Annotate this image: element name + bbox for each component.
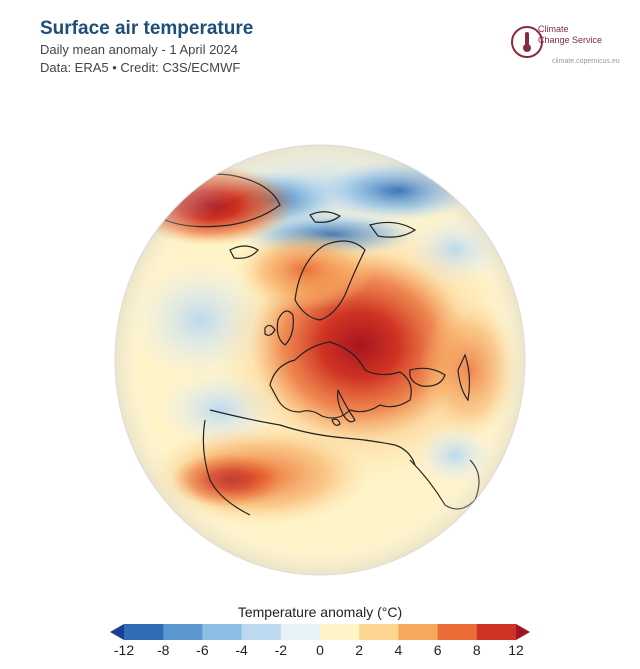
logo-text: Climate Change Service — [538, 24, 602, 46]
colorbar-segment — [476, 624, 517, 640]
colorbar-tick-label: -8 — [156, 642, 170, 658]
logo-line1: Climate — [538, 24, 569, 34]
colorbar-tick-label: 2 — [355, 642, 364, 658]
globe-svg — [114, 144, 526, 576]
colorbar-segment — [437, 624, 478, 640]
logo-line2: Change Service — [538, 35, 603, 45]
colorbar-tick-label: 0 — [316, 642, 324, 658]
globe-map — [110, 120, 530, 580]
colorbar-tick-label: -4 — [235, 642, 248, 658]
colorbar-segment — [359, 624, 399, 640]
logo-url: climate.copernicus.eu — [552, 58, 620, 65]
colorbar-arrow-high — [516, 624, 530, 640]
data-credit: Data: ERA5 • Credit: C3S/ECMWF — [40, 60, 241, 75]
colorbar — [110, 624, 530, 640]
map-title: Surface air temperature — [40, 18, 254, 39]
colorbar-segment — [320, 624, 360, 640]
map-subtitle: Daily mean anomaly - 1 April 2024 — [40, 42, 238, 57]
colorbar-tick-label: 8 — [472, 642, 481, 658]
legend-title: Temperature anomaly (°C) — [237, 604, 403, 620]
colorbar-segment — [398, 624, 439, 640]
colorbar-arrow-low — [110, 624, 124, 640]
colorbar-tick-label: -12 — [113, 642, 135, 658]
colorbar-segment — [280, 624, 321, 640]
colorbar-tick-label: 4 — [394, 642, 403, 658]
colorbar-tick-label: -2 — [274, 642, 288, 658]
copernicus-logo-icon — [511, 26, 543, 58]
colorbar-segment — [163, 624, 203, 640]
colorbar-segment — [202, 624, 243, 640]
colorbar-labels: -12 -8 -6 -4 -2 0 2 4 6 8 12 — [0, 642, 640, 662]
colorbar-tick-label: -6 — [196, 642, 209, 658]
colorbar-segment — [124, 624, 164, 640]
colorbar-tick-label: 12 — [508, 642, 524, 658]
colorbar-tick-label: 6 — [433, 642, 442, 658]
colorbar-segment — [241, 624, 282, 640]
